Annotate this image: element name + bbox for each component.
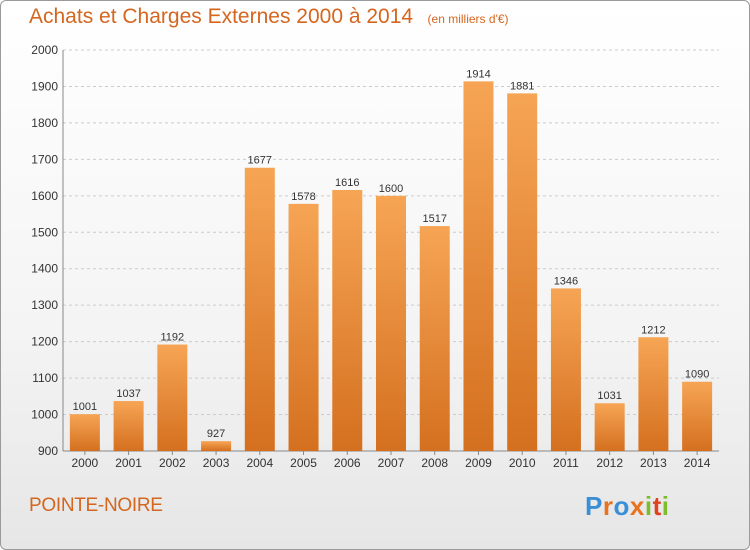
bar: [550, 288, 581, 451]
data-label: 1881: [510, 80, 534, 92]
logo-letter: x: [629, 491, 645, 521]
x-tick-label: 2005: [290, 456, 317, 470]
data-label: 927: [207, 428, 225, 440]
y-tick-label: 900: [38, 444, 58, 458]
data-label: 1677: [248, 155, 272, 167]
data-label: 1578: [291, 191, 315, 203]
chart-title: Achats et Charges Externes 2000 à 2014: [29, 5, 414, 28]
bar: [113, 401, 144, 451]
y-tick-label: 1000: [31, 408, 58, 422]
data-label: 1914: [466, 68, 490, 80]
logo-letter: r: [602, 491, 614, 521]
logo-letter: t: [652, 491, 662, 521]
logo-letter: i: [661, 491, 670, 521]
bar: [507, 93, 538, 451]
bar: [419, 226, 450, 451]
x-tick-label: 2002: [159, 456, 186, 470]
bar: [638, 337, 669, 451]
logo-letter: P: [585, 491, 603, 521]
data-label: 1031: [597, 390, 621, 402]
chart-subtitle: (en milliers d'€): [427, 12, 509, 26]
x-tick-label: 2014: [684, 456, 711, 470]
bar: [201, 441, 232, 451]
x-tick-label: 2012: [596, 456, 623, 470]
y-tick-label: 1400: [31, 262, 58, 276]
bar: [594, 403, 625, 451]
bar: [463, 81, 494, 452]
data-label: 1212: [641, 324, 665, 336]
y-tick-label: 1700: [31, 152, 58, 166]
data-label: 1001: [73, 401, 97, 413]
data-label: 1192: [161, 332, 185, 344]
bar: [157, 344, 188, 451]
bar: [332, 189, 363, 451]
bar: [69, 414, 100, 451]
data-label: 1600: [379, 183, 403, 195]
y-tick-label: 2000: [31, 43, 58, 57]
x-tick-label: 2006: [334, 456, 361, 470]
y-tick-label: 1300: [31, 298, 58, 312]
y-tick-label: 1900: [31, 79, 58, 93]
y-tick-label: 1100: [32, 371, 58, 385]
x-tick-label: 2010: [509, 456, 536, 470]
proxiti-logo: Proxiti: [585, 491, 669, 522]
data-label: 1517: [422, 213, 446, 225]
data-label: 1616: [335, 177, 359, 189]
data-label: 1037: [116, 388, 140, 400]
x-tick-label: 2009: [465, 456, 492, 470]
logo-letter: i: [644, 491, 653, 521]
y-tick-label: 1500: [31, 225, 58, 239]
town-name: POINTE-NOIRE: [29, 495, 163, 516]
x-tick-label: 2013: [640, 456, 667, 470]
x-tick-label: 2007: [378, 456, 405, 470]
x-tick-label: 2011: [553, 456, 579, 470]
x-tick-label: 2008: [421, 456, 448, 470]
x-tick-label: 2003: [203, 456, 230, 470]
logo-letter: o: [613, 491, 630, 521]
data-label: 1346: [554, 275, 578, 287]
bar: [376, 195, 406, 451]
y-tick-label: 1200: [31, 335, 58, 349]
title-row: Achats et Charges Externes 2000 à 2014 (…: [29, 5, 509, 29]
bar: [244, 167, 275, 452]
x-tick-label: 2004: [246, 456, 273, 470]
data-label: 1090: [685, 369, 709, 381]
x-tick-label: 2001: [115, 456, 142, 470]
y-tick-label: 1800: [31, 116, 58, 130]
bar: [682, 381, 713, 451]
y-tick-label: 1600: [31, 189, 58, 203]
x-tick-label: 2000: [72, 456, 99, 470]
bar: [288, 203, 319, 451]
